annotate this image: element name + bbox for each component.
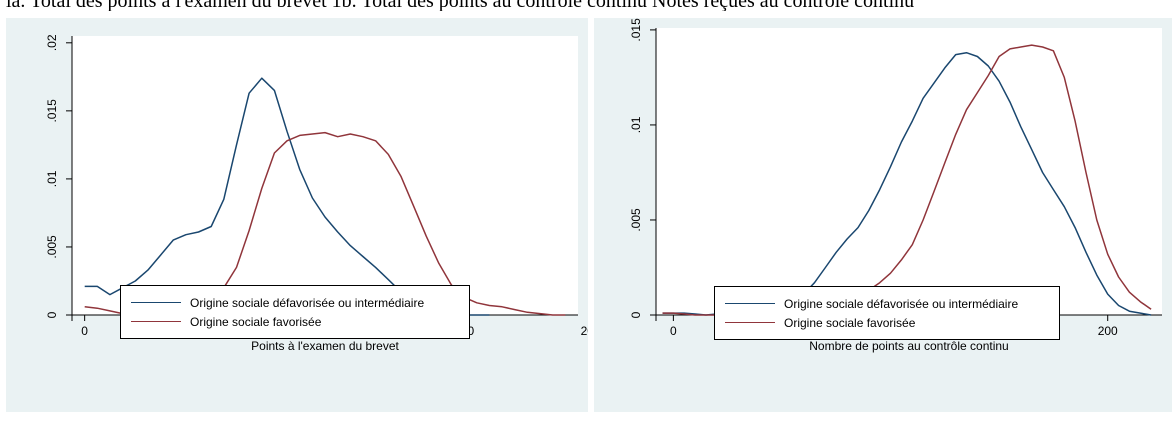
- top-caption: la. Total des points à l'examen du breve…: [6, 0, 915, 11]
- x-tick-label: 200: [581, 324, 588, 338]
- legend-label-favorisee: Origine sociale favorisée: [190, 314, 322, 329]
- legend-item-favorisee: Origine sociale favorisée: [725, 314, 915, 330]
- x-tick-label: 0: [670, 324, 677, 338]
- y-tick-label: .01: [629, 116, 643, 133]
- legend-label-defavorisee: Origine sociale défavorisée ou intermédi…: [190, 295, 425, 310]
- plot-area: [72, 36, 578, 315]
- x-axis-title: Points à l'examen du brevet: [251, 339, 399, 353]
- plot-area: [656, 28, 1162, 315]
- legend-swatch-favorisee: [131, 321, 181, 323]
- x-tick-label: 200: [1098, 324, 1118, 338]
- y-tick-label: .005: [629, 208, 643, 232]
- y-tick-label: 0: [629, 311, 643, 318]
- legend-swatch-favorisee: [725, 322, 775, 324]
- legend-label-defavorisee: Origine sociale défavorisée ou intermédi…: [784, 296, 1019, 311]
- legend-item-defavorisee: Origine sociale défavorisée ou intermédi…: [725, 295, 1018, 311]
- y-tick-label: 0: [45, 311, 59, 318]
- legend-label-favorisee: Origine sociale favorisée: [784, 315, 916, 330]
- legend-item-favorisee: Origine sociale favorisée: [131, 313, 321, 329]
- x-axis-title: Nombre de points au contrôle continu: [809, 339, 1008, 353]
- y-tick-label: .01: [45, 170, 59, 187]
- y-tick-label: .015: [45, 99, 59, 123]
- y-tick-label: .02: [45, 34, 59, 51]
- y-tick-label: .015: [629, 18, 643, 42]
- x-tick-label: 0: [81, 324, 88, 338]
- legend-swatch-defavorisee: [131, 302, 181, 304]
- legend-brevet: Origine sociale défavorisée ou intermédi…: [120, 285, 470, 339]
- legend-controle-continu: Origine sociale défavorisée ou intermédi…: [714, 286, 1060, 340]
- legend-swatch-defavorisee: [725, 303, 775, 305]
- legend-item-defavorisee: Origine sociale défavorisée ou intermédi…: [131, 294, 424, 310]
- y-tick-label: .005: [45, 235, 59, 259]
